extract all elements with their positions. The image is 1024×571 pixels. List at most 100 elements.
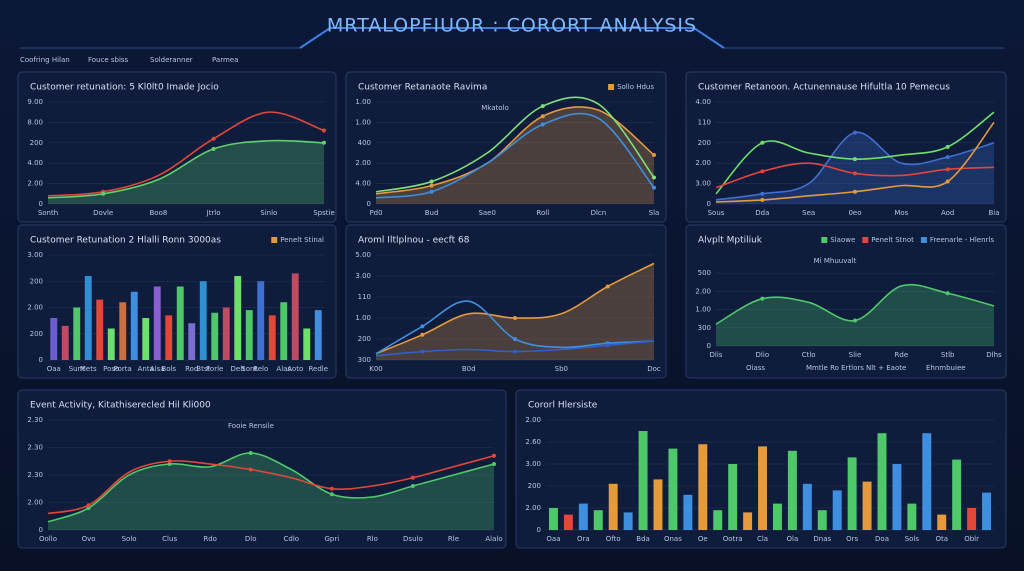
bar xyxy=(50,318,58,360)
x-tick-label: Sonth xyxy=(38,209,58,217)
y-tick-label: 0 xyxy=(39,200,43,208)
x-tick-label: Rdo xyxy=(203,535,217,543)
point xyxy=(760,197,765,202)
nav-item[interactable]: Coofring Hilan xyxy=(20,56,70,64)
y-tick-label: 3.00 xyxy=(695,180,711,188)
legend-label: Sollo Hdus xyxy=(617,83,654,91)
annotation: Mkatolo xyxy=(481,104,509,112)
bar xyxy=(563,514,573,530)
bar xyxy=(743,512,753,530)
chart-title: Customer retunation: 5 Kl0lt0 Imade Joci… xyxy=(30,83,219,93)
chart-title: Customer Retanoon. Actunennause Hifultla… xyxy=(698,83,950,93)
point xyxy=(760,140,765,145)
y-tick-label: 0 xyxy=(537,526,541,534)
x-tick-label: Dlio xyxy=(756,351,770,359)
y-tick-label: 200 xyxy=(358,335,371,343)
bar xyxy=(119,302,127,360)
point xyxy=(853,171,857,176)
nav-item[interactable]: Solderanner xyxy=(150,56,193,64)
x-tick-label: Forle xyxy=(206,365,223,373)
point xyxy=(760,169,765,174)
x-tick-label: Sla xyxy=(649,209,660,217)
bar xyxy=(165,315,173,360)
point xyxy=(945,167,950,172)
bar xyxy=(922,433,932,530)
y-tick-label: 0 xyxy=(707,342,711,350)
legend-swatch xyxy=(821,237,828,243)
y-tick-label: 1.00 xyxy=(355,314,371,322)
legend-swatch xyxy=(608,84,615,90)
x-tick-label: Dlis xyxy=(710,351,723,359)
panel xyxy=(345,224,667,379)
point xyxy=(652,175,656,180)
bar xyxy=(683,494,693,530)
bar xyxy=(153,286,161,360)
point xyxy=(945,144,950,149)
point xyxy=(540,114,545,119)
bar xyxy=(847,457,857,530)
x-tick-label: Oaa xyxy=(546,535,560,543)
y-tick-label: 2.00 xyxy=(695,287,711,295)
y-tick-label: 300 xyxy=(358,356,371,364)
y-tick-label: 0 xyxy=(707,200,711,208)
x-tick-label: B0d xyxy=(462,365,476,373)
x-tick-label: Oe xyxy=(698,535,708,543)
x-tick-label: Sinlo xyxy=(260,209,277,217)
point xyxy=(167,459,172,464)
chart-title: Aroml Iltlplnou - eecft 68 xyxy=(358,236,470,246)
bar xyxy=(234,276,242,360)
point xyxy=(513,349,517,354)
legend-label: Ehnmbuiee xyxy=(926,364,966,372)
x-tick-label: Sont xyxy=(241,365,257,373)
x-tick-label: Cdlo xyxy=(283,535,299,543)
point xyxy=(420,349,425,354)
y-tick-label: 2.60 xyxy=(525,438,541,446)
y-tick-label: 2.30 xyxy=(27,471,43,479)
nav-item[interactable]: Fouce sbiss xyxy=(88,56,129,64)
x-tick-label: Redle xyxy=(308,365,328,373)
x-tick-label: Relo xyxy=(253,365,268,373)
x-tick-label: Ors xyxy=(846,535,858,543)
bar xyxy=(303,328,311,360)
point xyxy=(513,316,517,320)
x-tick-label: 0eo xyxy=(848,209,861,217)
y-tick-label: 2.30 xyxy=(27,416,43,424)
y-tick-label: 1.00 xyxy=(355,118,371,126)
bar xyxy=(937,514,947,530)
bar xyxy=(96,299,104,360)
bar xyxy=(787,450,797,530)
point xyxy=(945,155,950,160)
bar xyxy=(698,444,708,530)
bar xyxy=(314,310,322,360)
nav-item[interactable]: Parmea xyxy=(212,56,238,64)
x-tick-label: Porta xyxy=(114,365,132,373)
line xyxy=(47,452,495,523)
y-tick-label: 200 xyxy=(30,330,43,338)
x-tick-label: Ora xyxy=(577,535,590,543)
point xyxy=(492,453,496,458)
area xyxy=(376,106,654,204)
y-tick-label: 200 xyxy=(30,139,43,147)
legend-swatch xyxy=(862,237,869,243)
x-tick-label: Oblr xyxy=(964,535,979,543)
x-tick-label: Oollo xyxy=(39,535,57,543)
point xyxy=(248,451,253,455)
point xyxy=(322,140,326,145)
bar xyxy=(862,481,872,530)
bar xyxy=(608,483,618,530)
bar xyxy=(578,503,588,530)
x-tick-label: Slie xyxy=(849,351,862,359)
x-tick-label: Sols xyxy=(905,535,920,543)
y-tick-label: 3.00 xyxy=(27,251,43,259)
x-tick-label: Aoto xyxy=(287,365,303,373)
point xyxy=(420,332,425,337)
x-tick-label: Dovle xyxy=(93,209,113,217)
bar xyxy=(73,307,81,360)
panel xyxy=(685,71,1007,223)
x-tick-label: Alalo xyxy=(485,535,502,543)
x-tick-label: Dnas xyxy=(813,535,831,543)
y-tick-label: 2.30 xyxy=(27,444,43,452)
legend-label: Penelt Stnot xyxy=(871,236,914,244)
point xyxy=(211,146,216,151)
